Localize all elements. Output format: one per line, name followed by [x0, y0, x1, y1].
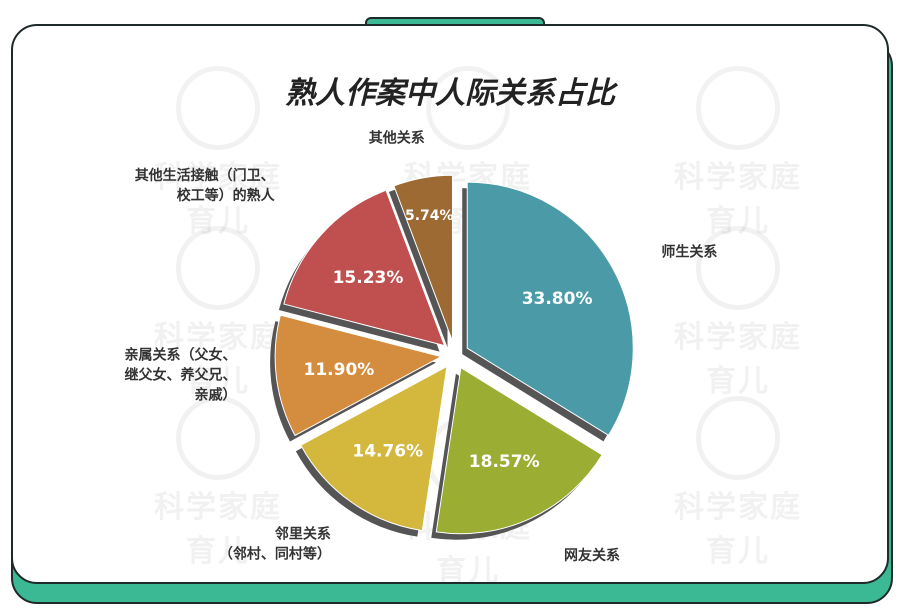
- slice-category-label: 其他关系: [369, 129, 425, 146]
- pie-slices: [270, 174, 634, 540]
- slice-category-label: 邻里关系（邻村、同村等）: [219, 525, 331, 562]
- slice-percent-label: 14.76%: [352, 442, 423, 462]
- slice-category-label: 其他生活接触（门卫、校工等）的熟人: [135, 167, 276, 204]
- pie-slice: [393, 174, 453, 342]
- chart-title: 熟人作案中人际关系占比: [285, 76, 618, 111]
- slice-percent-label: 33.80%: [522, 289, 593, 309]
- slice-category-label: 师生关系: [661, 244, 717, 261]
- pie-labels: 33.80% 师生关系 18.57% 网友关系 14.76% 邻里关系（邻村、同村等） 11…: [124, 129, 717, 564]
- slice-category-label: 网友关系: [564, 547, 620, 564]
- slice-percent-label: 5.74%: [405, 208, 454, 224]
- pie-slice: [435, 366, 603, 535]
- pie-slice: [274, 314, 443, 437]
- slice-category-label: 亲属关系（父女、继父女、养父兄、亲戚）: [124, 346, 236, 403]
- slice-percent-label: 18.57%: [469, 452, 540, 472]
- pie-slice: [466, 181, 634, 437]
- pie-slice: [283, 189, 446, 347]
- pie-slice: [300, 365, 448, 532]
- slice-percent-label: 11.90%: [304, 360, 375, 380]
- slice-percent-label: 15.23%: [333, 268, 404, 288]
